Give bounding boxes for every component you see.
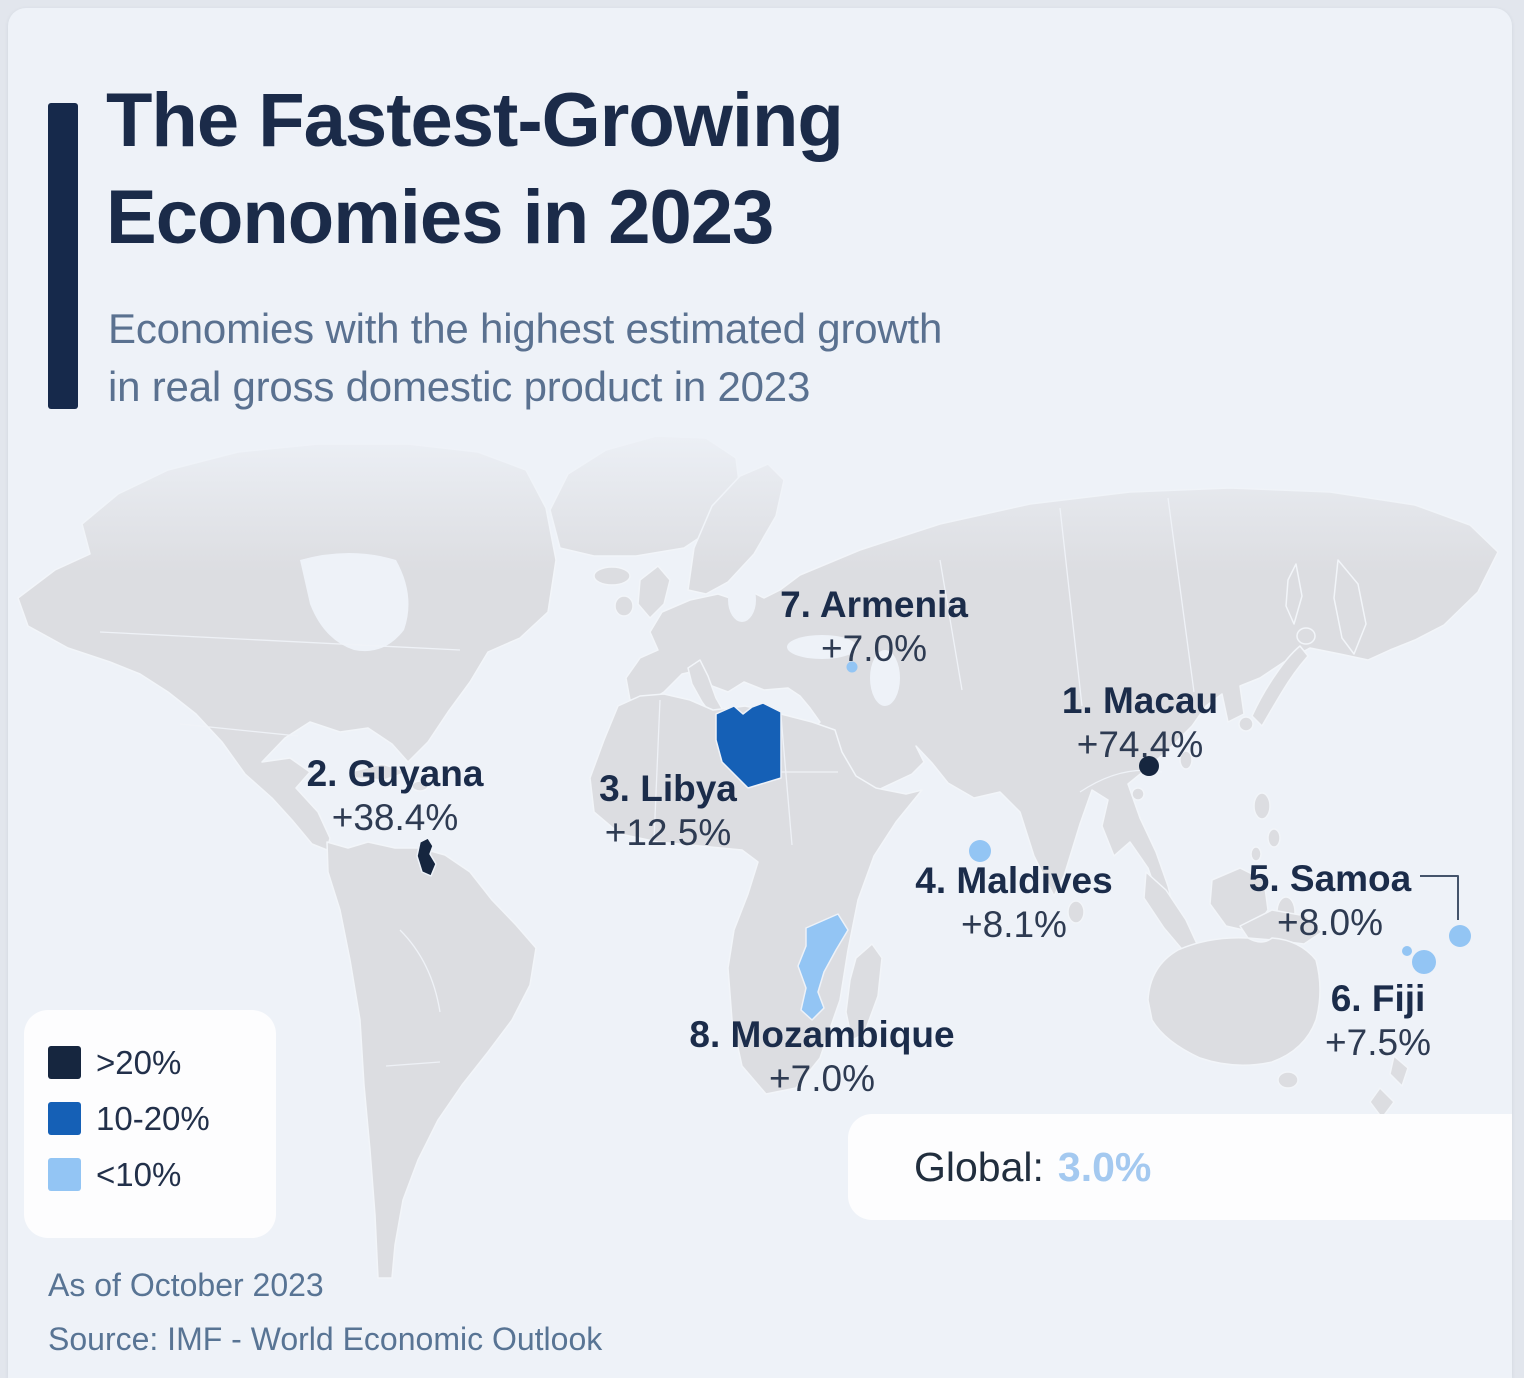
country-mozambique [797, 913, 849, 1021]
landmass-madagascar [845, 943, 883, 1041]
legend-label: 10-20% [96, 1100, 210, 1137]
global-growth-callout: Global: 3.0% [848, 1114, 1512, 1220]
country-value: +7.5% [1325, 1022, 1431, 1063]
landmass-ireland [614, 595, 634, 617]
page-title: The Fastest-Growing Economies in 2023 [106, 72, 844, 266]
country-value: +74.4% [1076, 724, 1204, 765]
landmass-new-zealand-north [1389, 1055, 1409, 1087]
map-label-armenia: 7. Armenia +7.0% [780, 584, 968, 670]
footer-as-of: As of October 2023 [48, 1267, 324, 1303]
hudson-bay [300, 553, 409, 652]
landmass-kyushu [1238, 716, 1254, 732]
legend-label: <10% [96, 1156, 182, 1193]
landmass-cuba [349, 763, 409, 781]
country-armenia [846, 661, 858, 673]
landmass-philippines-2 [1267, 828, 1281, 848]
black-sea [787, 635, 857, 659]
country-value: +7.0% [769, 1058, 875, 1099]
country-name: 8. Mozambique [689, 1014, 955, 1055]
map-highlights [416, 661, 1471, 1021]
country-guyana [416, 837, 437, 877]
marker-macau [1139, 756, 1159, 776]
country-value: +38.4% [331, 797, 459, 838]
subtitle-line-1: Economies with the highest estimated gro… [108, 305, 943, 352]
country-name: 6. Fiji [1330, 978, 1426, 1019]
map-label-macau: 1. Macau +74.4% [1062, 680, 1218, 766]
world-map [8, 418, 1512, 1279]
legend-swatch-light-blue [48, 1158, 81, 1191]
country-name: 4. Maldives [915, 860, 1113, 901]
map-label-maldives: 4. Maldives +8.1% [915, 860, 1112, 946]
legend-item-10-20: 10-20% [48, 1102, 276, 1135]
marker-samoa [1449, 925, 1471, 947]
landmass-sri-lanka [1067, 900, 1085, 924]
footer-source: Source: IMF - World Economic Outlook [48, 1321, 603, 1357]
map-top-fade [8, 418, 1512, 573]
marker-fiji [1412, 950, 1436, 974]
country-value: +8.0% [1277, 902, 1383, 943]
landmass-philippines-3 [1250, 846, 1262, 862]
map-label-guyana: 2. Guyana +38.4% [307, 753, 484, 839]
map-label-mozambique: 8. Mozambique +7.0% [689, 1014, 954, 1100]
map-label-fiji: 6. Fiji +7.5% [1325, 978, 1431, 1064]
legend-item-under-10: <10% [48, 1158, 276, 1191]
country-name: 7. Armenia [780, 584, 968, 625]
landmass-australia [1147, 937, 1321, 1066]
country-name: 5. Samoa [1248, 858, 1412, 899]
landmass-philippines-1 [1253, 792, 1271, 820]
samoa-connector-line [1420, 875, 1459, 920]
landmass-taiwan [1179, 750, 1193, 770]
title-accent-bar [48, 103, 78, 409]
title-line-2: Economies in 2023 [106, 175, 774, 260]
map-continents [17, 435, 1499, 1279]
country-name: 3. Libya [599, 768, 737, 809]
legend-swatch-blue [48, 1102, 81, 1135]
marker-fiji-small [1402, 946, 1412, 956]
landmass-sumatra [1143, 871, 1199, 955]
footer: As of October 2023 Source: IMF - World E… [48, 1258, 602, 1366]
map-sea-cutouts [300, 553, 900, 706]
global-label: Global: [914, 1143, 1044, 1190]
map-label-libya: 3. Libya +12.5% [599, 768, 737, 854]
title-line-1: The Fastest-Growing [106, 78, 844, 163]
country-value: +12.5% [604, 812, 732, 853]
landmass-new-guinea [1239, 909, 1323, 945]
page-subtitle: Economies with the highest estimated gro… [108, 300, 942, 416]
baltic-sea [728, 578, 756, 622]
country-value: +7.0% [821, 628, 927, 669]
country-name: 2. Guyana [306, 753, 484, 794]
legend: >20% 10-20% <10% [24, 1010, 276, 1238]
landmass-hainan [1131, 787, 1145, 801]
landmass-hispaniola [411, 780, 429, 792]
landmass-kamchatka [1333, 559, 1367, 655]
landmass-hokkaido [1296, 627, 1316, 645]
country-value: +8.1% [961, 904, 1067, 945]
legend-label: >20% [96, 1044, 182, 1081]
landmass-tasmania [1277, 1071, 1299, 1089]
marker-maldives [969, 840, 991, 862]
country-libya [715, 702, 782, 789]
country-name: 1. Macau [1061, 680, 1219, 721]
subtitle-line-2: in real gross domestic product in 2023 [108, 363, 811, 410]
caspian-sea [870, 650, 900, 706]
global-value: 3.0% [1057, 1143, 1152, 1190]
landmass-south-america [326, 841, 537, 1279]
landmass-japan [1251, 645, 1309, 727]
legend-item-over-20: >20% [48, 1046, 276, 1079]
legend-swatch-dark-navy [48, 1046, 81, 1079]
map-label-samoa: 5. Samoa +8.0% [1249, 858, 1411, 944]
